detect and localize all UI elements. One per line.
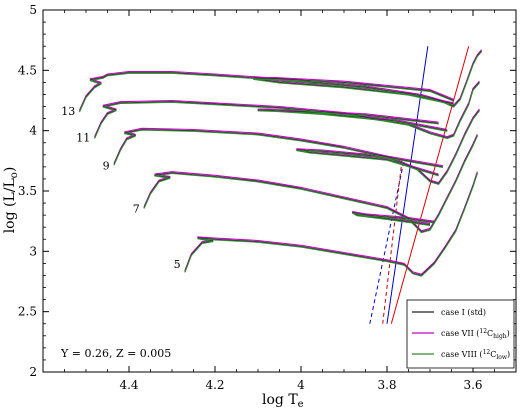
x-tick-label: 3.8 bbox=[377, 378, 396, 392]
track-7-case-8 bbox=[143, 135, 478, 234]
composition-annotation: Y = 0.26, Z = 0.005 bbox=[60, 347, 171, 360]
y-tick-label: 4.5 bbox=[18, 63, 37, 77]
y-tick-label: 2 bbox=[29, 365, 37, 379]
evolutionary-tracks bbox=[78, 49, 483, 277]
track-11-case-8-path bbox=[94, 82, 480, 140]
mass-label-5: 5 bbox=[174, 258, 181, 271]
axis-tick-labels: 4.4 4.2 4 3.8 3.6 2 2.5 3 3.5 4 4.5 5 bbox=[18, 3, 483, 392]
mass-label-7: 7 bbox=[133, 203, 140, 216]
legend-label-case-8: case VIII (12Clow) bbox=[441, 349, 510, 361]
track-7-case-8-path bbox=[143, 135, 478, 234]
instability-strip-edge-4 bbox=[390, 46, 470, 324]
y-tick-label: 4 bbox=[29, 124, 37, 138]
track-13-case-8 bbox=[78, 51, 483, 113]
y-axis-title: log (L/Lo) bbox=[2, 167, 20, 234]
legend-label-case-7: case VII (12Chigh) bbox=[441, 328, 510, 340]
track-13-case-8-blue-loop bbox=[253, 78, 454, 106]
track-11-case-1-blue-loop bbox=[257, 109, 448, 132]
x-axis-title-main: log T bbox=[262, 392, 298, 408]
track-5-case-8 bbox=[184, 173, 478, 277]
y-tick-label: 2.5 bbox=[18, 305, 37, 319]
y-axis-title-sub: o bbox=[9, 172, 20, 178]
y-tick-label: 3.5 bbox=[18, 184, 37, 198]
x-axis-title-sub: e bbox=[298, 399, 304, 410]
track-9-case-1-blue-loop bbox=[296, 149, 443, 176]
track-13-case-8-path bbox=[78, 51, 483, 113]
track-11-case-8-blue-loop bbox=[257, 110, 448, 132]
legend-box bbox=[406, 299, 515, 369]
x-tick-label: 4.2 bbox=[205, 378, 224, 392]
instability-strip-edge-3 bbox=[386, 46, 429, 324]
mass-label-9: 9 bbox=[103, 159, 110, 172]
track-11-case-8 bbox=[94, 82, 480, 140]
legend-label-case-1: case I (std) bbox=[441, 308, 486, 317]
track-11-case-7-blue-loop bbox=[257, 108, 448, 131]
mass-label-13: 13 bbox=[61, 105, 75, 118]
x-tick-label: 4.4 bbox=[119, 378, 138, 392]
track-9-case-8-blue-loop bbox=[296, 150, 443, 177]
legend: case I (std) case VII (12Chigh) case VII… bbox=[406, 299, 515, 369]
track-7-case-8-blue-loop bbox=[352, 212, 435, 226]
track-9-case-7-blue-loop bbox=[296, 148, 443, 175]
y-tick-label: 3 bbox=[29, 244, 37, 258]
axis-ticks bbox=[43, 9, 517, 373]
track-5-case-8-path bbox=[184, 173, 478, 277]
mass-labels: 5 7 9 11 13 bbox=[61, 105, 180, 271]
y-axis-title-end: ) bbox=[2, 167, 18, 172]
track-9-case-8-path bbox=[113, 110, 480, 185]
mass-label-11: 11 bbox=[76, 132, 90, 145]
y-tick-label: 5 bbox=[29, 3, 37, 17]
instability-strip bbox=[369, 46, 470, 324]
x-tick-label: 4 bbox=[297, 378, 305, 392]
y-axis-title-main: log (L/L bbox=[2, 178, 18, 233]
x-axis-title: log Te bbox=[262, 392, 304, 410]
track-9-case-8 bbox=[113, 110, 480, 185]
x-tick-label: 3.6 bbox=[463, 378, 482, 392]
